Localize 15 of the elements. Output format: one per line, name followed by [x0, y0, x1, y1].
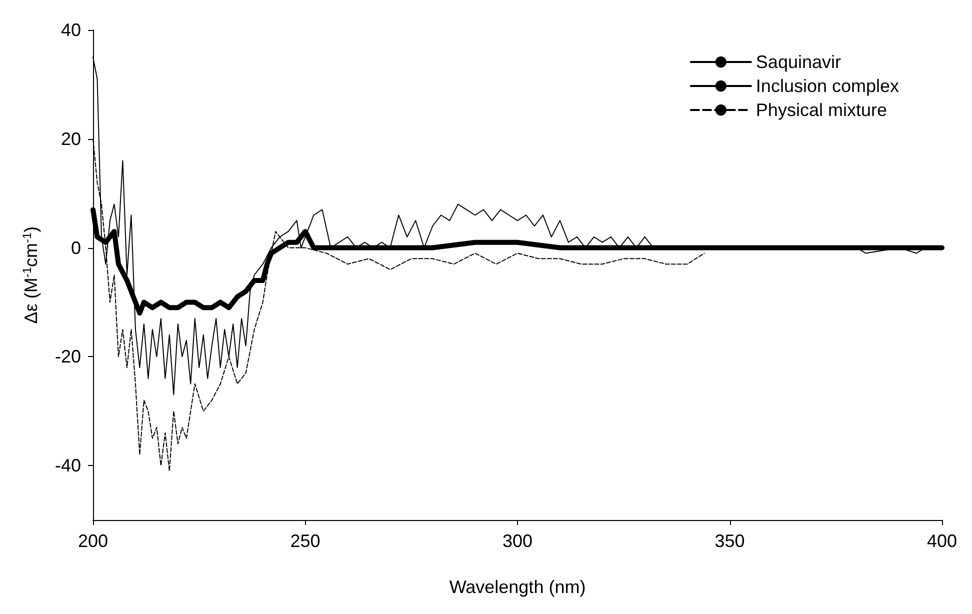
x-tick-label: 350 [714, 531, 745, 551]
y-axis-title: Δε (M-1cm-1) [20, 226, 41, 324]
x-tick-label: 400 [926, 531, 958, 551]
legend-label: Saquinavir [756, 52, 841, 72]
x-tick-label: 200 [78, 531, 108, 551]
x-tick-label: 250 [290, 531, 320, 551]
y-tick-label: 20 [60, 128, 81, 149]
y-tick-label: 40 [60, 20, 81, 40]
y-tick-label: 0 [70, 238, 81, 258]
x-tick-label: 300 [502, 531, 533, 551]
y-tick-label: -20 [54, 346, 81, 367]
y-tick-label: -40 [54, 456, 81, 476]
legend-label: Inclusion complex [756, 76, 900, 96]
x-axis-title: Wavelength (nm) [449, 577, 586, 597]
legend-label: Physical mixture [756, 100, 887, 120]
